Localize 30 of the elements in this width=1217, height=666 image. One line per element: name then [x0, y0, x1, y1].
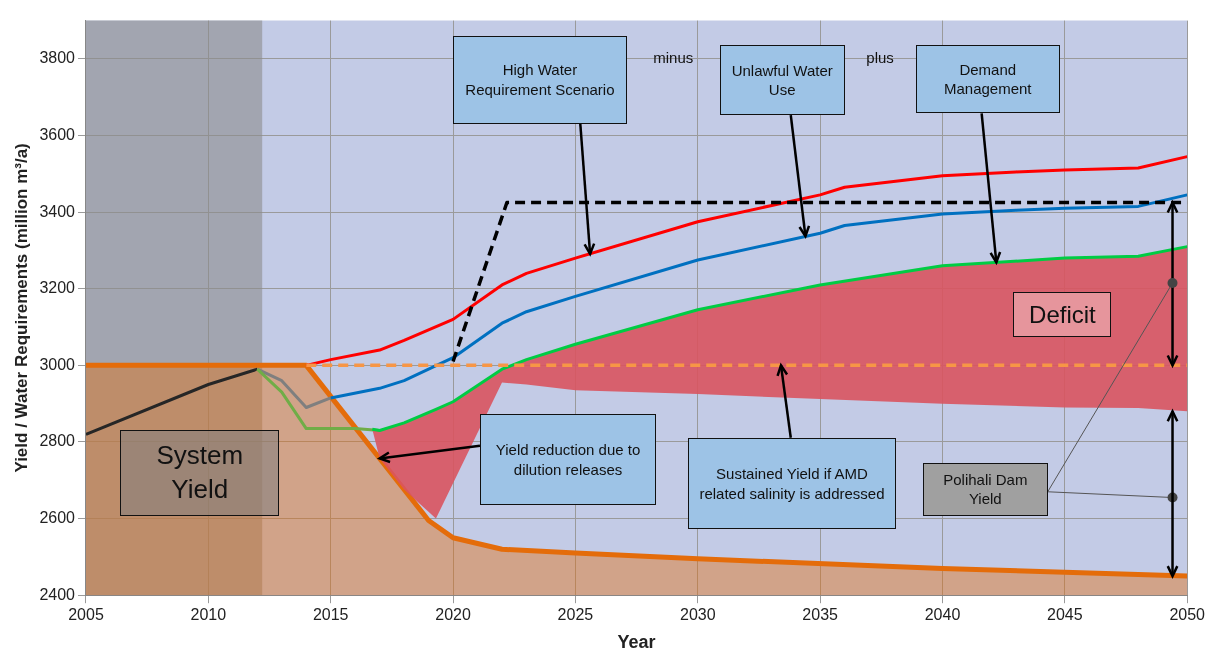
y-tick-label: 3800 [39, 49, 76, 67]
x-tick-label: 2025 [557, 606, 594, 624]
text-box: Unlawful Water Use [719, 45, 845, 116]
annotation: minus [652, 48, 695, 69]
x-tick-label: 2050 [1169, 606, 1206, 624]
x-tick-label: 2045 [1047, 606, 1083, 624]
y-tick-label: 3200 [39, 279, 76, 297]
y-tick-label: 2800 [39, 432, 76, 450]
y-tick-label: 2400 [39, 585, 76, 603]
x-tick-label: 2020 [435, 606, 471, 624]
y-tick-label: 3000 [39, 355, 76, 373]
x-tick-label: 2015 [312, 606, 349, 624]
text-box: Yield reduction due to dilution releases [479, 414, 657, 505]
x-tick-label: 2035 [802, 606, 839, 624]
text-box: Demand Management [915, 45, 1060, 114]
y-tick-label: 3400 [39, 202, 76, 220]
x-tick-label: 2010 [190, 606, 227, 624]
text-box: High Water Requirement Scenario [453, 35, 627, 124]
x-axis-title: Year [617, 632, 656, 653]
annotation: plus [865, 48, 895, 69]
y-tick-label: 3600 [39, 125, 76, 143]
y-axis-title: Yield / Water Requirements (million m³/a) [11, 143, 31, 473]
x-tick-label: 2030 [679, 606, 716, 624]
y-tick-label: 2600 [39, 508, 76, 526]
x-tick-label: 2040 [924, 606, 961, 624]
text-box: System Yield [120, 430, 280, 516]
text-box: Deficit [1013, 291, 1112, 337]
x-tick-label: 2005 [68, 606, 104, 624]
text-box: Sustained Yield if AMD related salinity is addressed [688, 437, 896, 530]
text-box: Polihali Dam Yield [922, 463, 1048, 516]
